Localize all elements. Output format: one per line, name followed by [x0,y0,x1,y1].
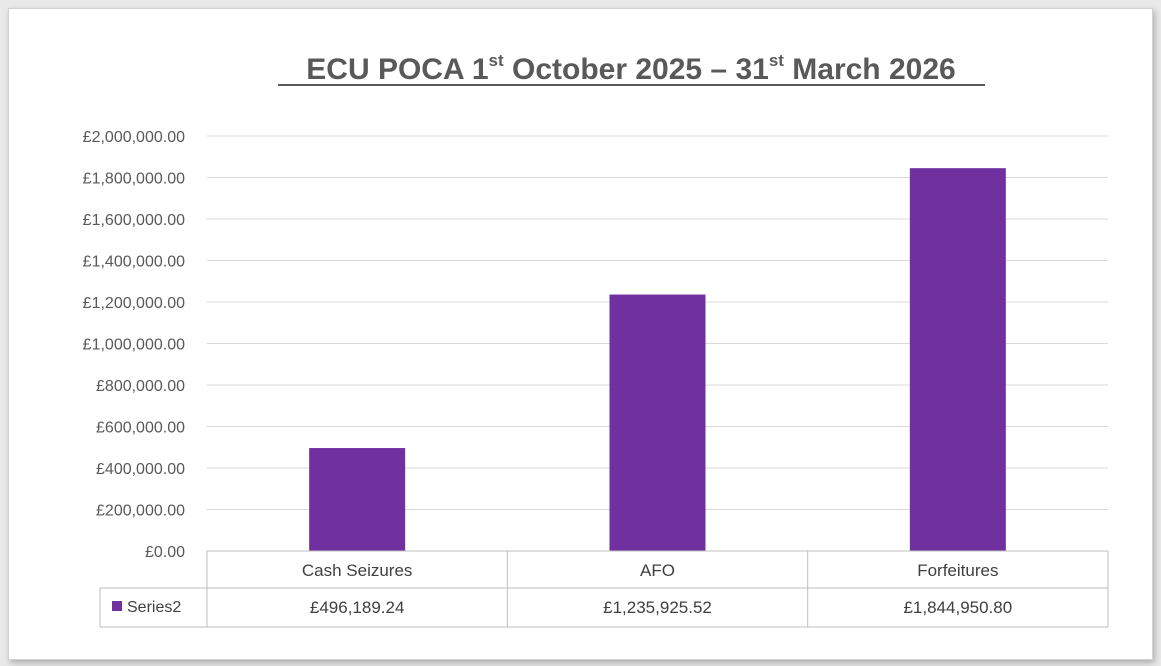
data-label: £496,189.24 [310,598,405,617]
y-tick-label: £2,000,000.00 [83,129,185,146]
y-tick-label: £200,000.00 [96,503,185,520]
y-tick-label: £400,000.00 [96,461,185,478]
legend-swatch [112,601,122,611]
y-tick-label: £1,400,000.00 [83,254,185,271]
y-tick-label: £0.00 [145,544,185,561]
y-tick-label: £1,000,000.00 [83,337,185,354]
x-category-label: Cash Seizures [302,561,413,580]
legend-series-name: Series2 [127,599,181,616]
x-category-label: AFO [640,561,675,580]
chart-title: ECU POCA 1st October 2025 – 31st March 2… [306,51,955,86]
y-tick-label: £600,000.00 [96,420,185,437]
data-label: £1,844,950.80 [903,598,1012,617]
y-tick-label: £1,200,000.00 [83,295,185,312]
bar-afo [609,294,706,551]
bar-cash-seizures [309,448,406,551]
y-tick-label: £1,800,000.00 [83,171,185,188]
y-tick-label: £1,600,000.00 [83,212,185,229]
bar-forfeitures [909,168,1006,551]
y-tick-label: £800,000.00 [96,378,185,395]
data-table: Cash Seizures £496,189.24 AFO £1,235,925.52… [99,550,1109,628]
bars [309,168,1006,551]
y-axis-ticks: £0.00 £200,000.00 £400,000.00 £600,000.00 £8… [83,129,185,561]
x-category-label: Forfeitures [917,561,998,580]
data-label: £1,235,925.52 [603,598,712,617]
